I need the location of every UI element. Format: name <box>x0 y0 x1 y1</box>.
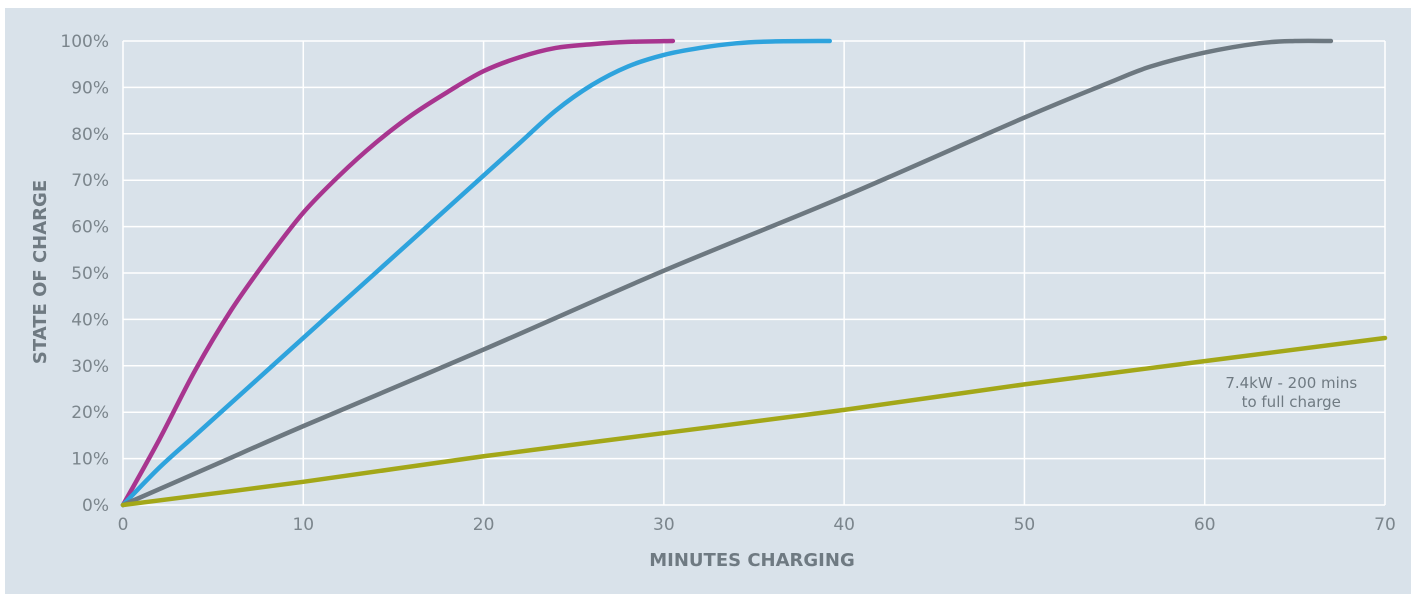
series-line-1 <box>120 38 676 508</box>
y-tick-label: 10% <box>71 450 109 470</box>
x-tick-label: 50 <box>1014 515 1036 535</box>
series-line-3 <box>120 38 1334 508</box>
x-tick-label: 10 <box>292 515 314 535</box>
y-tick-labels: 0% 10% 20% 30% 40% 50% 60% 70% 80% 90% 100% <box>60 32 109 516</box>
grid <box>122 40 1386 506</box>
y-tick-label: 0% <box>82 496 109 516</box>
y-tick-label: 80% <box>71 125 109 145</box>
x-tick-labels: 0 10 20 30 40 50 60 70 <box>118 515 1396 535</box>
series-lines <box>120 38 1388 508</box>
y-axis-title: STATE OF CHARGE <box>30 180 51 364</box>
x-tick-label: 70 <box>1374 515 1396 535</box>
y-tick-label: 30% <box>71 357 109 377</box>
x-tick-label: 60 <box>1194 515 1216 535</box>
y-tick-label: 40% <box>71 310 109 330</box>
x-tick-label: 0 <box>118 515 129 535</box>
x-axis-title: MINUTES CHARGING <box>649 550 854 571</box>
y-tick-label: 20% <box>71 403 109 423</box>
annotation-label: 7.4kW - 200 mins to full charge <box>1225 374 1357 411</box>
y-tick-label: 50% <box>71 264 109 284</box>
annotations: 7.4kW - 200 mins to full charge <box>1225 374 1357 411</box>
x-tick-label: 30 <box>653 515 675 535</box>
series-line-4 <box>120 335 1388 508</box>
series-line-2 <box>120 38 832 508</box>
x-tick-label: 40 <box>833 515 855 535</box>
y-tick-label: 70% <box>71 171 109 191</box>
y-tick-label: 90% <box>71 78 109 98</box>
y-tick-label: 100% <box>60 32 109 52</box>
y-tick-label: 60% <box>71 218 109 238</box>
x-tick-label: 20 <box>473 515 495 535</box>
